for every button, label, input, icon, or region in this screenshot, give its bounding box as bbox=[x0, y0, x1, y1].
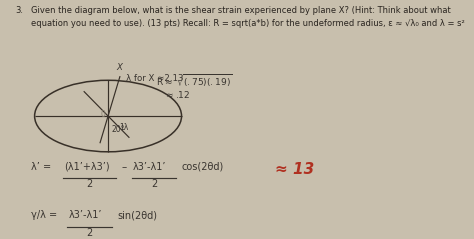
Text: λ for X ≈2.13: λ for X ≈2.13 bbox=[127, 74, 184, 83]
Text: cos(2θd): cos(2θd) bbox=[182, 162, 224, 172]
Text: 2: 2 bbox=[87, 179, 93, 189]
Text: Given the diagram below, what is the shear strain experienced by plane X? (Hint:: Given the diagram below, what is the she… bbox=[31, 6, 451, 16]
Text: 2: 2 bbox=[87, 228, 93, 238]
Text: $\approx$.12: $\approx$.12 bbox=[164, 88, 190, 99]
Text: 20°: 20° bbox=[111, 125, 125, 134]
Text: 2: 2 bbox=[151, 179, 157, 189]
Text: sin(2θd): sin(2θd) bbox=[118, 210, 157, 220]
Text: R$\approx$ $\sqrt{(.75)(.19)}$: R$\approx$ $\sqrt{(.75)(.19)}$ bbox=[155, 72, 232, 89]
Text: 1λ: 1λ bbox=[119, 123, 128, 132]
Text: X: X bbox=[116, 63, 122, 72]
Text: (λ1’+λ3’): (λ1’+λ3’) bbox=[64, 162, 110, 172]
Text: λ’ =: λ’ = bbox=[31, 162, 51, 172]
Text: 0: 0 bbox=[101, 110, 106, 119]
Text: 3.: 3. bbox=[15, 6, 23, 16]
Text: λ3’-λ1’: λ3’-λ1’ bbox=[133, 162, 166, 172]
Text: –: – bbox=[121, 162, 127, 172]
Text: equation you need to use). (13 pts) Recall: R = sqrt(a*b) for the undeformed rad: equation you need to use). (13 pts) Reca… bbox=[31, 19, 465, 28]
Text: γ/λ =: γ/λ = bbox=[31, 210, 57, 220]
Text: λ3’-λ1’: λ3’-λ1’ bbox=[68, 210, 102, 220]
Text: ≈ 13: ≈ 13 bbox=[275, 162, 314, 177]
